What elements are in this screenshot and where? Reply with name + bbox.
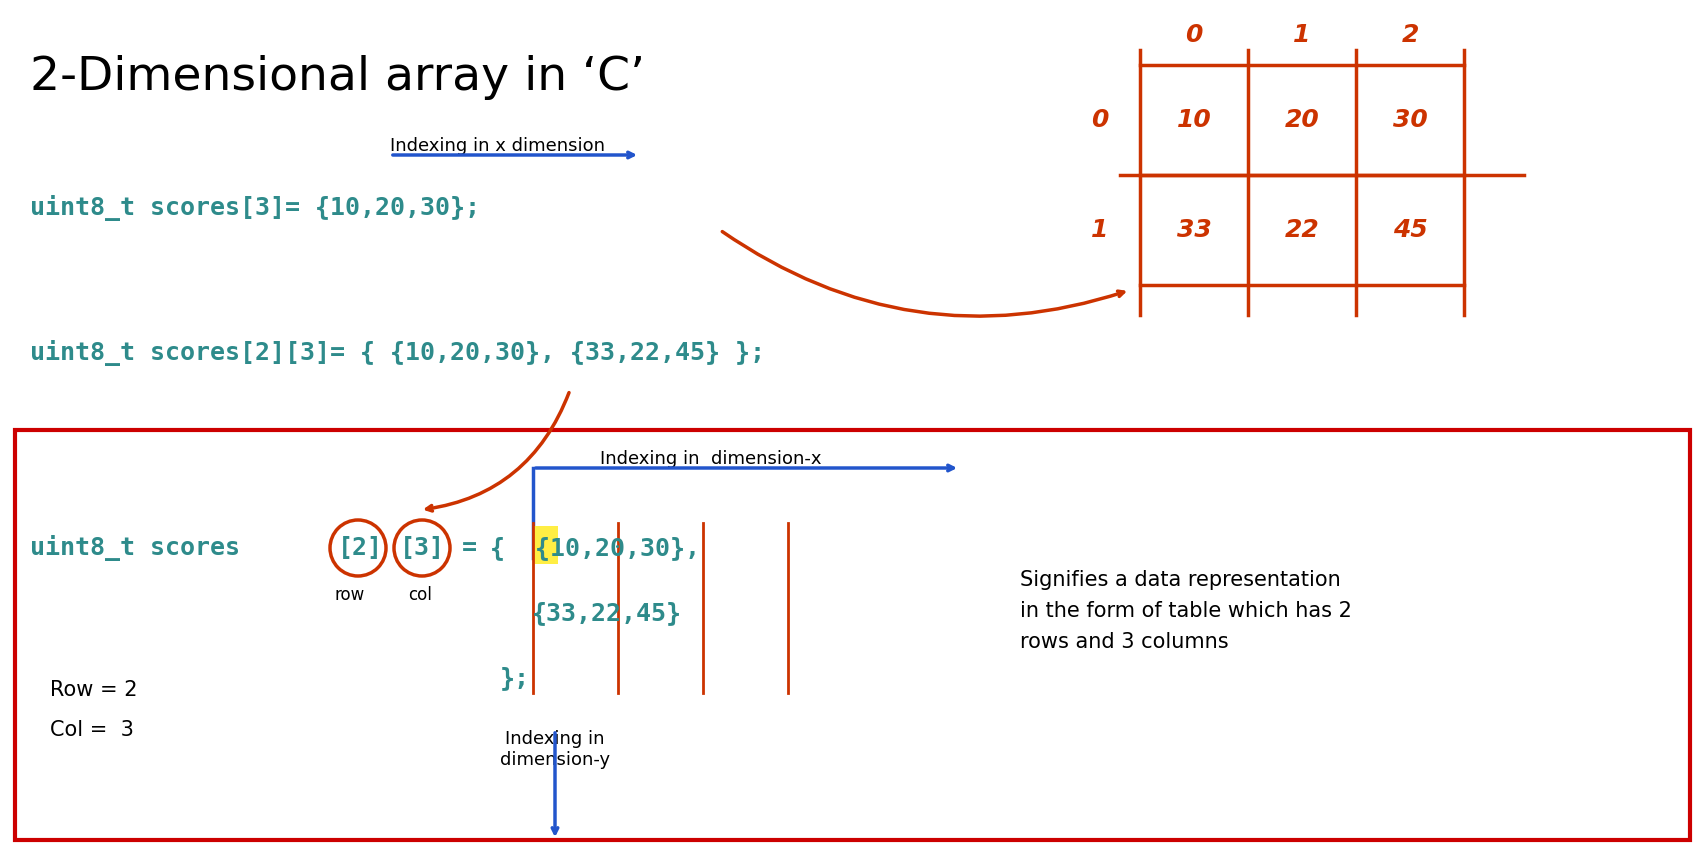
Text: 30: 30	[1393, 108, 1427, 132]
Text: Col =  3: Col = 3	[50, 720, 133, 740]
Text: [2]: [2]	[338, 536, 382, 560]
Text: =: =	[463, 536, 476, 560]
Text: col: col	[408, 586, 432, 604]
Text: 0: 0	[1091, 108, 1108, 132]
Text: [3]: [3]	[399, 536, 446, 560]
Text: Indexing in  dimension-x: Indexing in dimension-x	[599, 450, 821, 468]
Text: Indexing in
dimension-y: Indexing in dimension-y	[500, 730, 609, 769]
Text: uint8_t scores[3]= {10,20,30};: uint8_t scores[3]= {10,20,30};	[31, 195, 480, 221]
Text: 33: 33	[1176, 218, 1212, 242]
Bar	[533, 526, 558, 564]
Text: 2-Dimensional array in ‘C’: 2-Dimensional array in ‘C’	[31, 55, 645, 100]
Text: 2: 2	[1401, 23, 1419, 47]
Text: {  {10,20,30},: { {10,20,30},	[490, 536, 700, 560]
Text: 45: 45	[1393, 218, 1427, 242]
Text: Indexing in x dimension: Indexing in x dimension	[389, 137, 604, 155]
Text: 1: 1	[1294, 23, 1311, 47]
Text: uint8_t scores: uint8_t scores	[31, 535, 241, 561]
Text: 0: 0	[1185, 23, 1203, 47]
Text: };: };	[500, 666, 529, 690]
Text: 10: 10	[1176, 108, 1212, 132]
Text: {33,22,45}: {33,22,45}	[533, 601, 683, 625]
Text: Signifies a data representation
in the form of table which has 2
rows and 3 colu: Signifies a data representation in the f…	[1021, 570, 1352, 653]
Text: Row = 2: Row = 2	[50, 680, 138, 700]
Text: uint8_t scores[2][3]= { {10,20,30}, {33,22,45} };: uint8_t scores[2][3]= { {10,20,30}, {33,…	[31, 340, 765, 366]
Text: row: row	[335, 586, 365, 604]
Text: 1: 1	[1091, 218, 1108, 242]
Text: 22: 22	[1285, 218, 1320, 242]
Text: 20: 20	[1285, 108, 1320, 132]
Bar	[15, 430, 1690, 840]
